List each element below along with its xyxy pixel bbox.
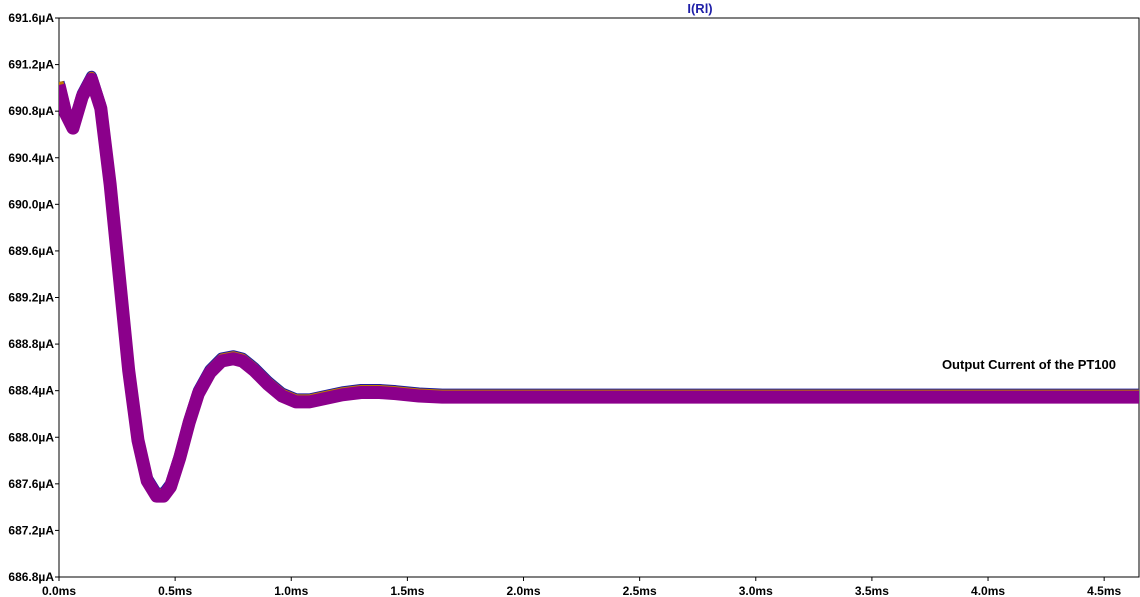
x-tick-label: 3.5ms	[855, 584, 889, 597]
x-axis: 0.0ms 0.5ms 1.0ms 1.5ms 2.0ms 2.5ms 3.0ms 3.5ms…	[42, 577, 1121, 597]
y-tick-label: 691.6µA	[8, 11, 54, 25]
trace-group	[59, 70, 1139, 503]
x-tick-label: 2.0ms	[507, 584, 541, 597]
y-tick-label: 687.2µA	[8, 523, 54, 537]
x-tick-label: 4.5ms	[1087, 584, 1121, 597]
y-tick-label: 688.4µA	[8, 384, 54, 398]
y-tick-label: 686.8µA	[8, 570, 54, 584]
x-tick-label: 2.5ms	[623, 584, 657, 597]
y-tick-label: 689.2µA	[8, 291, 54, 305]
x-tick-label: 3.0ms	[739, 584, 773, 597]
x-tick-label: 1.0ms	[274, 584, 308, 597]
y-tick-label: 687.6µA	[8, 477, 54, 491]
x-tick-label: 0.0ms	[42, 584, 76, 597]
x-tick-label: 1.5ms	[390, 584, 424, 597]
y-tick-label: 689.6µA	[8, 244, 54, 258]
y-tick-label: 688.8µA	[8, 337, 54, 351]
y-tick-label: 690.4µA	[8, 151, 54, 165]
x-tick-label: 4.0ms	[971, 584, 1005, 597]
plot-frame	[58, 17, 1140, 578]
plot-title: I(Rl)	[687, 1, 712, 16]
y-tick-label: 690.0µA	[8, 197, 54, 211]
y-tick-label: 688.0µA	[8, 430, 54, 444]
x-tick-label: 0.5ms	[158, 584, 192, 597]
y-tick-label: 691.2µA	[8, 58, 54, 72]
trace-inner	[59, 72, 1139, 503]
trace-annotation: Output Current of the PT100	[942, 357, 1116, 372]
y-axis: 691.6µA 691.2µA 690.8µA 690.4µA 690.0µA 689.6…	[8, 11, 59, 584]
y-tick-label: 690.8µA	[8, 104, 54, 118]
